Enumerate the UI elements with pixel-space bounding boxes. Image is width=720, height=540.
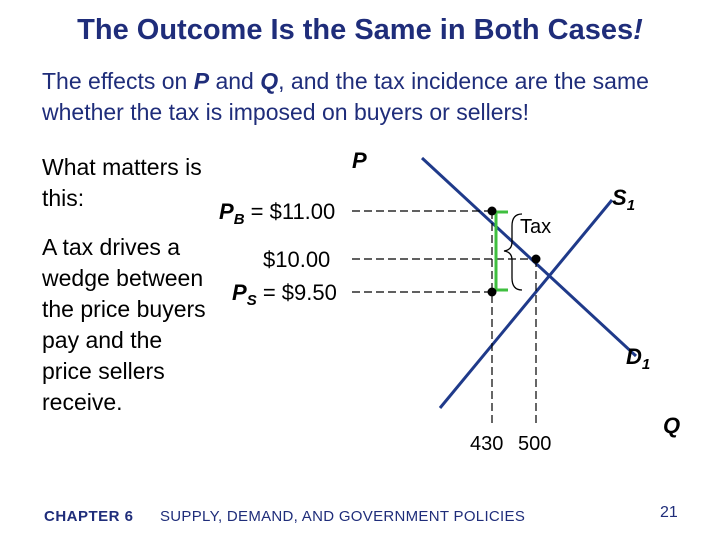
ps-p: P	[232, 280, 247, 305]
footer-title: SUPPLY, DEMAND, AND GOVERNMENT POLICIES	[160, 508, 526, 525]
side-text-what-matters: What matters is this:	[42, 154, 202, 211]
demand-curve	[420, 156, 638, 358]
p-axis-label: P	[352, 148, 367, 173]
pb-sub: B	[234, 211, 245, 228]
slide-subtitle: The effects on P and Q, and the tax inci…	[42, 66, 702, 128]
slide-title: The Outcome Is the Same in Both Cases!	[0, 14, 720, 47]
pb-value: = $11.00	[245, 199, 336, 224]
supply-sub: 1	[627, 197, 635, 214]
tax-wedge-bracket	[494, 210, 508, 292]
side-text-wedge-explanation: A tax drives a wedge between the price b…	[42, 234, 206, 415]
demand-sub: 1	[642, 356, 650, 373]
demand-label: D1	[626, 344, 650, 373]
supply-curve	[438, 199, 614, 409]
tax-brace	[503, 213, 523, 291]
subtitle-part: , and the tax incidence are the same whe…	[42, 68, 649, 125]
supply-s: S	[612, 185, 627, 210]
title-exclamation: !	[633, 14, 643, 46]
q-axis-label: Q	[663, 413, 680, 438]
subtitle-p: P	[193, 68, 210, 94]
ps-value: = $9.50	[257, 280, 337, 305]
sellers-price-point	[487, 287, 497, 297]
q-eq-label: 500	[518, 433, 551, 455]
eq-price-label: $10.00	[263, 247, 330, 272]
supply-label: S1	[612, 185, 635, 214]
tax-label: Tax	[520, 216, 551, 238]
footer-chapter: CHAPTER 6	[44, 508, 134, 525]
buyers-price-point	[487, 206, 497, 216]
equilibrium-point	[531, 254, 541, 264]
pb-p: P	[219, 199, 234, 224]
pb-label: PB = $11.00	[219, 199, 335, 228]
demand-d: D	[626, 344, 642, 369]
title-text: The Outcome Is the Same in Both Cases	[77, 14, 634, 46]
subtitle-part: The effects on	[42, 68, 194, 94]
ps-sub: S	[247, 292, 257, 309]
q-tax-label: 430	[470, 433, 503, 455]
subtitle-q: Q	[260, 68, 279, 94]
ps-label: PS = $9.50	[232, 280, 337, 309]
subtitle-part: and	[209, 68, 261, 94]
page-number: 21	[660, 504, 678, 521]
